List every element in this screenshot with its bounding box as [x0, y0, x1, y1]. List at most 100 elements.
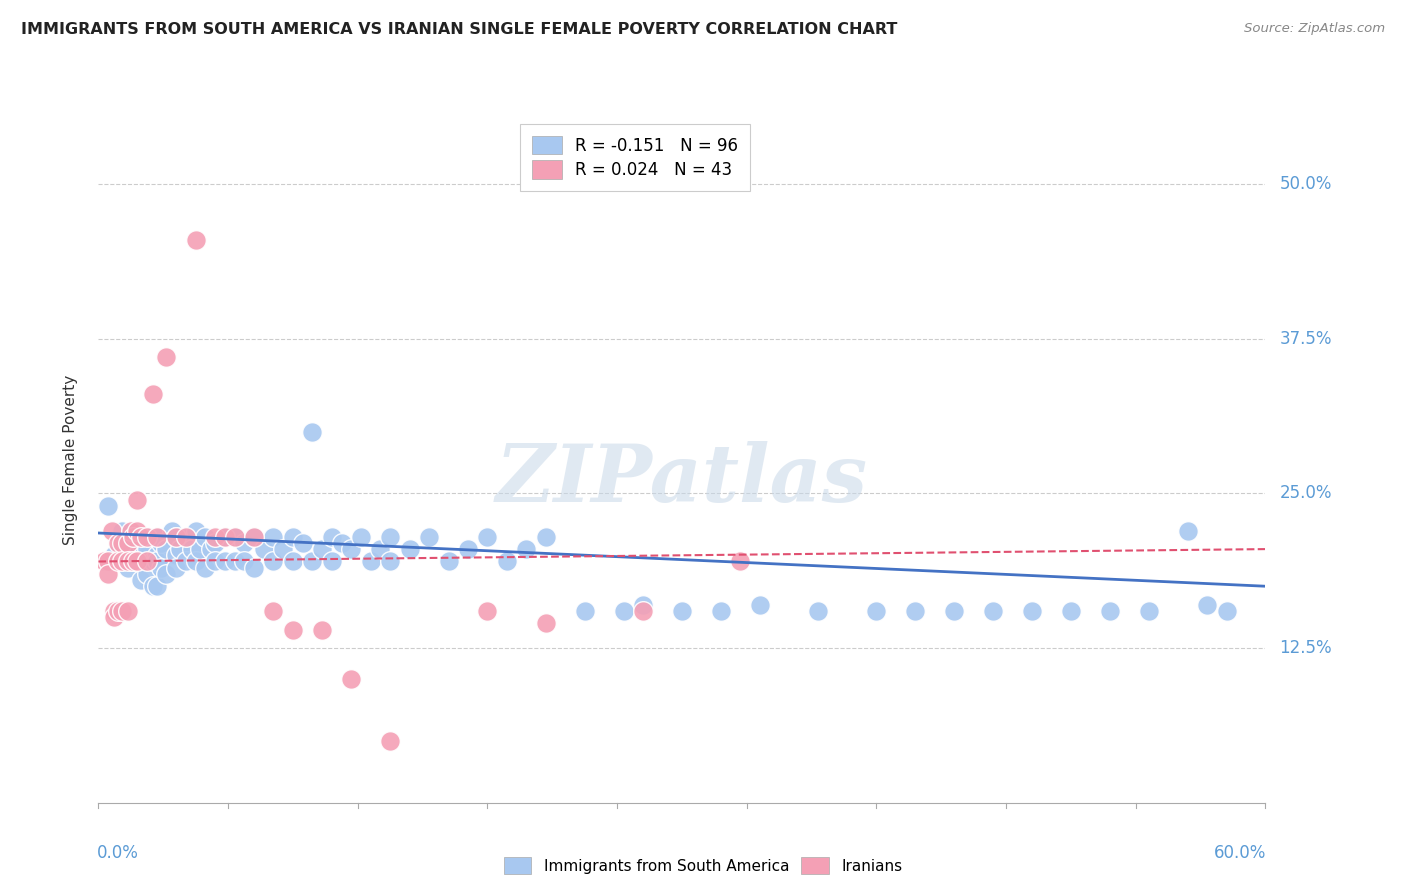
Point	[350, 530, 373, 544]
Text: IMMIGRANTS FROM SOUTH AMERICA VS IRANIAN SINGLE FEMALE POVERTY CORRELATION CHART: IMMIGRANTS FROM SOUTH AMERICA VS IRANIAN…	[21, 22, 897, 37]
Text: 50.0%: 50.0%	[1279, 175, 1331, 193]
Point	[146, 530, 169, 544]
Point	[271, 542, 294, 557]
Point	[262, 530, 284, 544]
Point	[103, 604, 125, 618]
Point	[262, 554, 284, 568]
Point	[174, 530, 197, 544]
Point	[107, 536, 129, 550]
Point	[174, 530, 197, 544]
Point	[204, 554, 226, 568]
Point	[340, 672, 363, 686]
Point	[224, 530, 246, 544]
Point	[165, 530, 187, 544]
Point	[127, 554, 149, 568]
Point	[103, 610, 125, 624]
Point	[437, 554, 460, 568]
Point	[291, 536, 314, 550]
Point	[631, 604, 654, 618]
Point	[169, 542, 191, 557]
Point	[534, 616, 557, 631]
Point	[321, 554, 343, 568]
Point	[534, 530, 557, 544]
Text: 37.5%: 37.5%	[1279, 330, 1331, 348]
Point	[97, 566, 120, 581]
Point	[117, 549, 139, 563]
Point	[146, 549, 169, 563]
Point	[155, 351, 177, 365]
Point	[174, 554, 197, 568]
Legend: Immigrants from South America, Iranians: Immigrants from South America, Iranians	[498, 851, 908, 880]
Point	[136, 554, 159, 568]
Point	[111, 536, 134, 550]
Point	[477, 530, 499, 544]
Point	[243, 530, 266, 544]
Point	[127, 492, 149, 507]
Text: ZIPatlas: ZIPatlas	[496, 442, 868, 519]
Point	[117, 536, 139, 550]
Point	[1195, 598, 1218, 612]
Point	[457, 542, 479, 557]
Point	[200, 542, 222, 557]
Point	[129, 530, 152, 544]
Point	[214, 554, 236, 568]
Point	[142, 387, 165, 401]
Point	[111, 604, 134, 618]
Point	[1137, 604, 1160, 618]
Point	[943, 604, 966, 618]
Point	[515, 542, 537, 557]
Text: Source: ZipAtlas.com: Source: ZipAtlas.com	[1244, 22, 1385, 36]
Point	[117, 554, 139, 568]
Point	[1098, 604, 1121, 618]
Point	[340, 542, 363, 557]
Point	[380, 554, 402, 568]
Point	[136, 554, 159, 568]
Point	[129, 536, 152, 550]
Point	[127, 549, 149, 563]
Point	[204, 530, 226, 544]
Point	[129, 554, 152, 568]
Point	[146, 579, 169, 593]
Point	[398, 542, 420, 557]
Point	[107, 604, 129, 618]
Point	[574, 604, 596, 618]
Point	[136, 530, 159, 544]
Point	[127, 530, 149, 544]
Point	[184, 554, 207, 568]
Point	[321, 530, 343, 544]
Point	[97, 554, 120, 568]
Point	[146, 530, 169, 544]
Point	[613, 604, 636, 618]
Point	[904, 604, 927, 618]
Text: 0.0%: 0.0%	[97, 844, 139, 862]
Point	[301, 425, 323, 439]
Point	[111, 524, 134, 538]
Point	[360, 554, 382, 568]
Point	[165, 560, 187, 574]
Point	[224, 530, 246, 544]
Point	[1021, 604, 1043, 618]
Point	[281, 623, 304, 637]
Point	[184, 524, 207, 538]
Point	[122, 554, 145, 568]
Point	[301, 554, 323, 568]
Point	[107, 554, 129, 568]
Point	[111, 554, 134, 568]
Point	[180, 542, 202, 557]
Point	[136, 530, 159, 544]
Point	[162, 524, 184, 538]
Point	[122, 530, 145, 544]
Point	[311, 623, 333, 637]
Point	[149, 560, 172, 574]
Point	[97, 499, 120, 513]
Point	[1215, 604, 1237, 618]
Point	[149, 536, 172, 550]
Point	[262, 604, 284, 618]
Legend: R = -0.151   N = 96, R = 0.024   N = 43: R = -0.151 N = 96, R = 0.024 N = 43	[520, 124, 749, 191]
Point	[214, 530, 236, 544]
Point	[233, 536, 256, 550]
Point	[1177, 524, 1199, 538]
Point	[807, 604, 830, 618]
Point	[380, 734, 402, 748]
Point	[380, 530, 402, 544]
